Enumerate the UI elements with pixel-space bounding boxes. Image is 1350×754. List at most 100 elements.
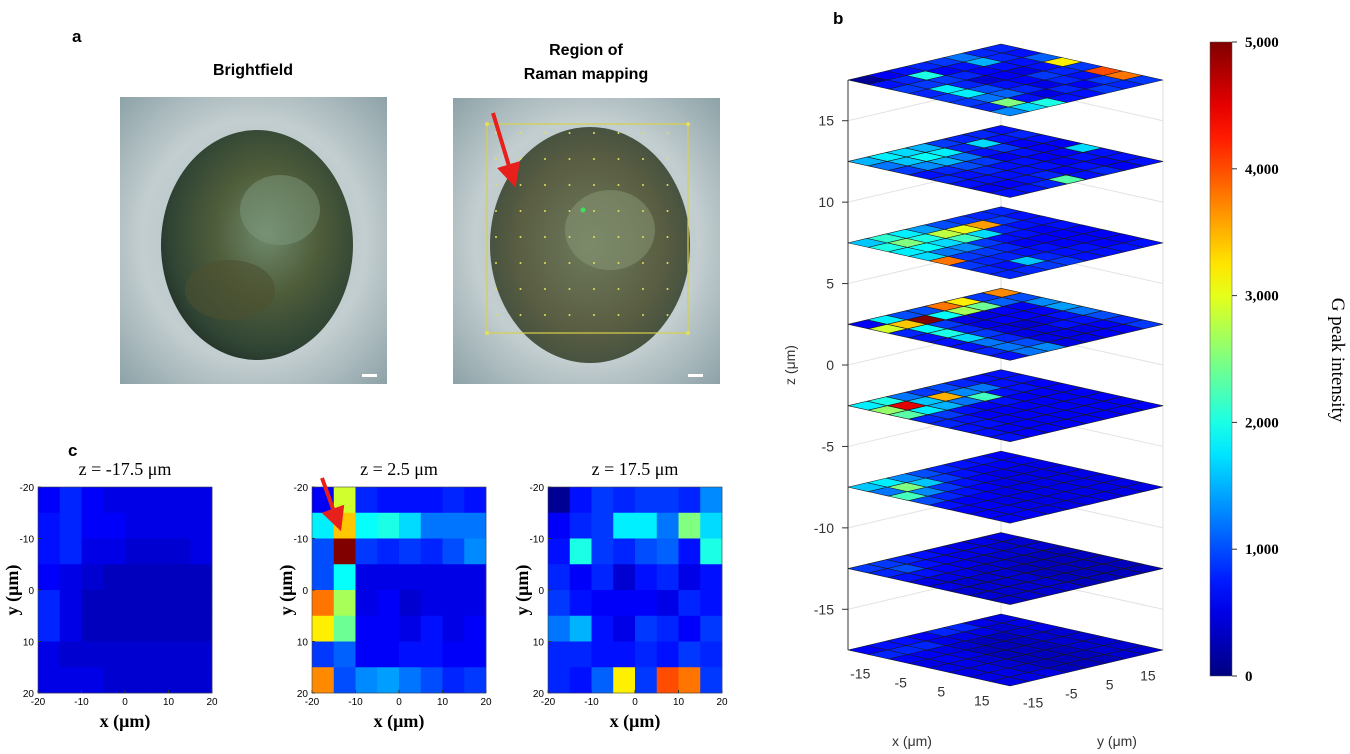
heat-cell <box>548 667 571 694</box>
heat-cell <box>700 590 723 617</box>
heat-cell <box>146 487 169 514</box>
heat-cell <box>591 590 614 617</box>
heat-cell <box>38 641 61 668</box>
panel-label: c <box>68 441 77 460</box>
x-tick-label: 20 <box>480 697 492 708</box>
map-dot <box>642 132 644 134</box>
map-dot <box>642 184 644 186</box>
plot-frame <box>311 486 487 694</box>
heat-cell <box>635 564 658 591</box>
heat-cell <box>125 512 148 539</box>
heat-cell <box>700 615 723 642</box>
heat-cell <box>464 564 487 591</box>
map-dot <box>666 288 669 290</box>
x-tick-label: 0 <box>632 697 638 708</box>
heat-cell <box>146 564 169 591</box>
heat-cell <box>333 487 356 514</box>
heat-cell <box>399 590 422 617</box>
heat-cell <box>355 564 378 591</box>
heat-cell <box>355 590 378 617</box>
heat-cell <box>591 667 614 694</box>
heat-cell <box>678 538 701 565</box>
y-tick-label: -20 <box>294 483 309 494</box>
heat-cell <box>442 590 465 617</box>
heat-cell <box>548 590 571 617</box>
heat-cell <box>103 615 126 642</box>
heat-cell <box>1123 238 1164 248</box>
heat-cell <box>312 615 335 642</box>
heat-cell <box>103 487 126 514</box>
map-dot <box>519 288 522 290</box>
map-dot <box>519 184 522 186</box>
heat-cell <box>125 590 148 617</box>
map-dot <box>642 288 644 290</box>
heat-cell <box>125 641 148 668</box>
heat-cell <box>548 641 571 668</box>
heat-cell <box>38 667 61 694</box>
heat-cell <box>1123 563 1164 574</box>
colorbar-tick-label: 0 <box>1245 669 1253 685</box>
y-tick-label: -20 <box>530 483 545 494</box>
colorbar <box>1209 41 1233 677</box>
heat-cell <box>399 564 422 591</box>
heat-cell <box>190 590 213 617</box>
photo-title: Region of <box>549 42 623 59</box>
heat-cell <box>146 641 169 668</box>
z-tick-label: -10 <box>814 520 834 536</box>
heat-cell <box>420 487 443 514</box>
heat-cell <box>146 667 169 694</box>
heat-cell <box>700 512 723 539</box>
raman-region-image <box>453 98 720 384</box>
heat-cell <box>355 512 378 539</box>
heat-cell <box>38 590 61 617</box>
heat-cell <box>377 590 400 617</box>
map-dot <box>568 158 571 160</box>
heat-cell <box>569 615 592 642</box>
y-tick-label: 0 <box>302 586 308 597</box>
map-dot <box>568 288 571 290</box>
heat-cell <box>420 512 443 539</box>
heat-cell <box>190 615 213 642</box>
map-dot <box>519 314 522 316</box>
heat-cell <box>591 512 614 539</box>
heat-cell <box>125 615 148 642</box>
brightfield-image <box>120 97 387 384</box>
heat-cell <box>442 641 465 668</box>
y-tick-label: 10 <box>533 638 545 649</box>
map-dot <box>642 236 644 238</box>
heat-cell <box>420 641 443 668</box>
heat-cell <box>613 667 636 694</box>
heat-cell <box>333 590 356 617</box>
x-tick-label: -15 <box>850 666 870 682</box>
heat-cell <box>59 564 82 591</box>
heat-cell <box>420 538 443 565</box>
map-dot <box>544 210 546 212</box>
heat-cell <box>678 615 701 642</box>
map-dot <box>568 132 571 134</box>
y-tick-label: -15 <box>1023 695 1043 711</box>
heat-cell <box>656 615 679 642</box>
heat-cell <box>442 667 465 694</box>
x-tick-label: -5 <box>895 675 908 691</box>
map-dot <box>495 210 497 212</box>
y-axis-label: y (μm) <box>1097 733 1137 749</box>
heat-cell <box>613 641 636 668</box>
heat-cell <box>464 590 487 617</box>
heat-cell <box>613 590 636 617</box>
map-dot <box>617 314 620 316</box>
map-dot <box>666 236 669 238</box>
heat-cell <box>700 538 723 565</box>
x-tick-label: -10 <box>584 697 599 708</box>
heat-cell <box>1123 319 1164 330</box>
heat-cell <box>59 641 82 668</box>
map-dot <box>666 262 669 264</box>
map-dot <box>544 158 546 160</box>
heat-cell <box>442 615 465 642</box>
heat-cell <box>442 538 465 565</box>
map-dot <box>617 262 620 264</box>
heat-cell <box>442 564 465 591</box>
x-axis-label: x (μm) <box>892 733 932 749</box>
heat-cell <box>591 564 614 591</box>
colorbar-tick-label: 5,000 <box>1245 35 1279 51</box>
heat-cell <box>464 615 487 642</box>
